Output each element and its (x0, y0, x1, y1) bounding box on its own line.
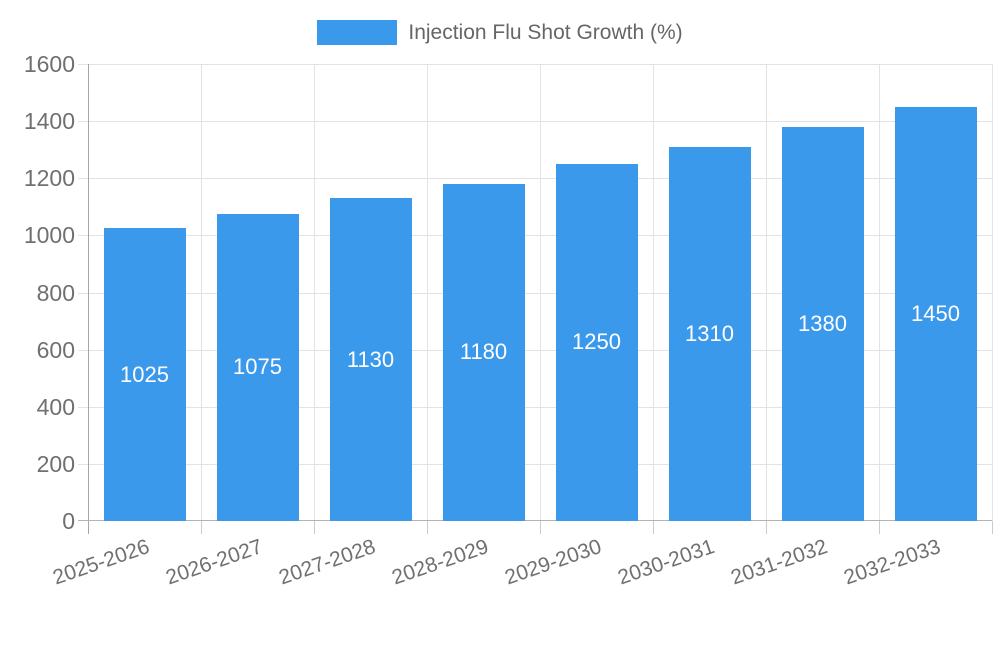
vertical-gridline (879, 64, 880, 521)
x-axis-tick (766, 521, 767, 534)
x-axis-tick (314, 521, 315, 534)
vertical-gridline (992, 64, 993, 521)
bar: 1450 (894, 106, 977, 521)
vertical-gridline (201, 64, 202, 521)
legend-label: Injection Flu Shot Growth (%) (408, 20, 683, 44)
bar-value-label: 1075 (233, 354, 282, 380)
y-axis-label: 800 (36, 279, 75, 306)
bar-value-label: 1380 (798, 310, 847, 336)
horizontal-gridline (78, 121, 992, 123)
vertical-gridline (540, 64, 541, 521)
y-axis-label: 1600 (23, 51, 75, 77)
x-axis-tick (653, 521, 654, 534)
bar-value-label: 1450 (911, 300, 960, 326)
x-axis-tick (879, 521, 880, 534)
bar-value-label: 1310 (685, 320, 734, 346)
x-axis-tick (540, 521, 541, 534)
x-axis-tick (992, 521, 993, 534)
horizontal-gridline (78, 406, 992, 408)
y-axis-label: 200 (36, 450, 75, 477)
bar: 1310 (668, 146, 751, 521)
bar: 1075 (216, 213, 299, 521)
vertical-gridline (653, 64, 654, 521)
horizontal-gridline (78, 178, 992, 180)
horizontal-gridline (78, 463, 992, 465)
vertical-gridline (766, 64, 767, 521)
plot-area: 1600 1400 1200 1000 800 600 400 200 0 1025 1075 113… (24, 52, 993, 589)
x-axis-tick (201, 521, 202, 534)
y-axis-label: 0 (62, 508, 75, 534)
horizontal-gridline (78, 292, 992, 294)
vertical-gridline (314, 64, 315, 521)
horizontal-gridline (78, 349, 992, 351)
bar: 1250 (555, 163, 638, 521)
bar: 1380 (781, 126, 864, 521)
y-axis-label: 600 (36, 336, 75, 363)
y-axis-label: 400 (36, 393, 75, 420)
legend-item[interactable]: Injection Flu Shot Growth (%) (0, 20, 1000, 45)
bar-value-label: 1130 (346, 346, 395, 372)
chart-page: { "legend": { "label": "Injection Flu Sh… (0, 20, 1000, 590)
y-axis-label: 1200 (23, 165, 75, 192)
y-axis-label: 1000 (23, 222, 75, 249)
bar-value-label: 1180 (459, 339, 508, 365)
horizontal-gridline (78, 235, 992, 237)
legend-color-swatch (317, 20, 398, 45)
x-axis-tick (427, 521, 428, 534)
horizontal-gridline (78, 64, 992, 65)
y-axis-line (88, 64, 89, 534)
vertical-gridline (427, 64, 428, 521)
y-axis-label: 1400 (23, 108, 75, 135)
bar-value-label: 1250 (572, 329, 621, 355)
bar: 1180 (442, 183, 525, 521)
x-axis-line (78, 520, 992, 521)
bar: 1025 (103, 228, 186, 521)
bar: 1130 (329, 198, 412, 521)
bar-value-label: 1025 (120, 361, 169, 387)
